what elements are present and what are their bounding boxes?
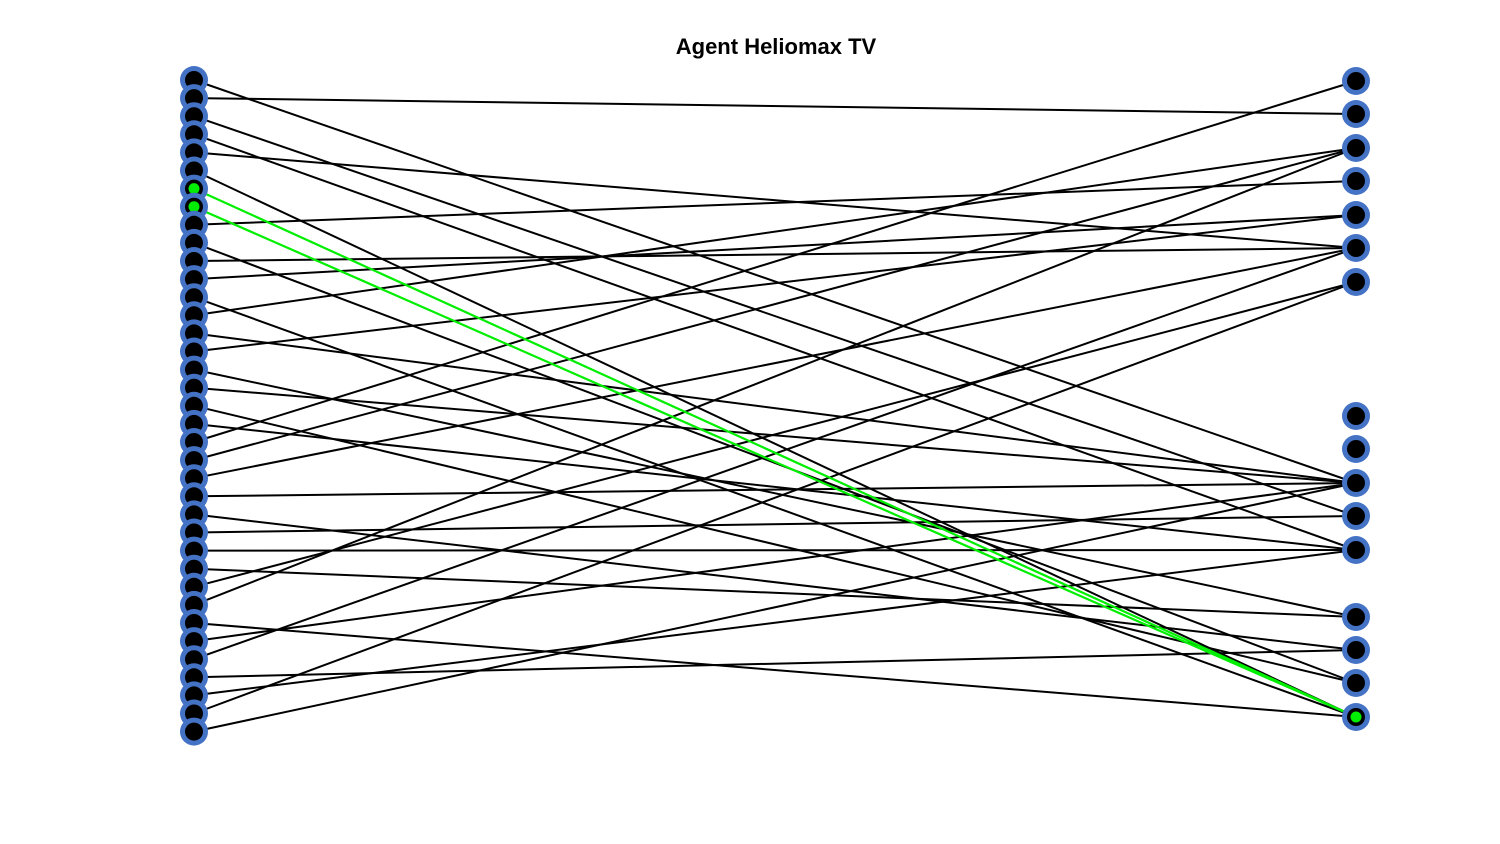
right-node <box>1342 502 1370 530</box>
edge <box>193 147 1357 606</box>
edge <box>193 482 1357 498</box>
edge <box>193 80 1357 443</box>
edge <box>193 549 1357 552</box>
right-node <box>1342 435 1370 463</box>
right-node <box>1342 636 1370 664</box>
right-node <box>1342 67 1370 95</box>
node-layer <box>180 66 1370 746</box>
highlighted-edge <box>193 205 1357 719</box>
edge <box>193 281 1357 588</box>
edge <box>193 649 1357 679</box>
edge <box>193 133 1357 551</box>
right-node <box>1342 201 1370 229</box>
edge <box>193 214 1357 353</box>
right-node <box>1342 167 1370 195</box>
right-node <box>1342 669 1370 697</box>
edge <box>193 281 1357 715</box>
highlighted-edge <box>193 187 1357 719</box>
edge <box>193 549 1357 697</box>
edge-layer <box>193 79 1357 733</box>
edge <box>193 214 1357 281</box>
edge <box>193 515 1357 534</box>
edge <box>193 169 1357 718</box>
edge <box>193 147 1357 317</box>
edge <box>193 622 1357 718</box>
edge <box>193 422 1357 551</box>
edge <box>193 79 1357 484</box>
right-node <box>1342 536 1370 564</box>
edge <box>193 368 1357 618</box>
edge <box>193 180 1357 226</box>
edge <box>193 567 1357 618</box>
right-node <box>1342 603 1370 631</box>
edge <box>193 482 1357 733</box>
edge <box>193 147 1357 462</box>
edge <box>193 247 1357 480</box>
diagram-title: Agent Heliomax TV <box>675 34 877 59</box>
edge <box>193 97 1357 115</box>
right-node-highlighted <box>1342 703 1370 731</box>
edge <box>193 482 1357 643</box>
edge <box>193 332 1357 484</box>
edge <box>193 151 1357 249</box>
right-node <box>1342 469 1370 497</box>
right-node <box>1342 402 1370 430</box>
edge <box>193 296 1357 718</box>
right-node <box>1342 100 1370 128</box>
edge <box>193 404 1357 684</box>
right-node <box>1342 134 1370 162</box>
right-node <box>1342 268 1370 296</box>
edge <box>193 115 1357 517</box>
left-node <box>180 717 208 746</box>
edge <box>193 247 1357 262</box>
right-node <box>1342 234 1370 262</box>
edge <box>193 513 1357 651</box>
